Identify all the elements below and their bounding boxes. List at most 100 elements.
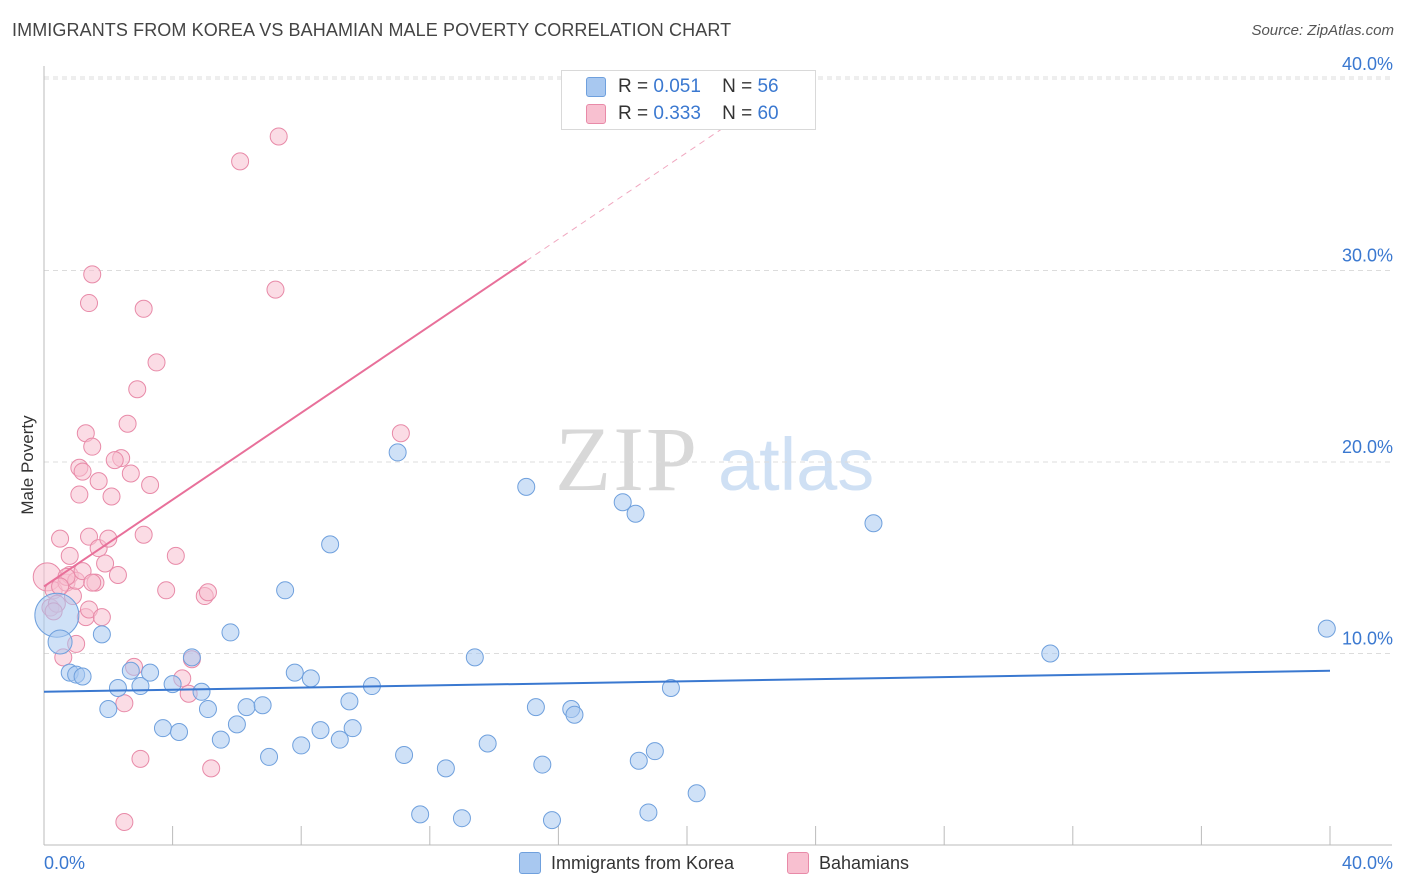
legend-n-value: 60 bbox=[757, 103, 779, 124]
point-korea bbox=[661, 678, 680, 697]
point-bahamians bbox=[157, 581, 176, 600]
point-korea bbox=[613, 493, 632, 512]
legend-label-bahamians: Bahamians bbox=[819, 852, 910, 873]
point-korea bbox=[465, 648, 484, 667]
y-axis-label: Male Poverty bbox=[18, 415, 37, 515]
point-bahamians bbox=[105, 451, 124, 470]
point-bahamians bbox=[269, 127, 288, 146]
point-bahamians bbox=[73, 462, 92, 481]
point-korea bbox=[182, 648, 201, 667]
point-korea bbox=[211, 730, 230, 749]
point-korea bbox=[478, 734, 497, 753]
point-bahamians bbox=[231, 152, 250, 171]
point-korea bbox=[221, 623, 240, 642]
point-bahamians bbox=[118, 414, 137, 433]
point-korea bbox=[301, 669, 320, 688]
point-korea bbox=[629, 751, 648, 770]
point-bahamians bbox=[70, 485, 89, 504]
y-tick-label: 30.0% bbox=[1342, 246, 1393, 266]
legend-r-value: 0.051 bbox=[653, 76, 701, 97]
point-korea bbox=[639, 803, 658, 822]
legend-item-bahamians: Bahamians bbox=[787, 852, 909, 874]
point-korea bbox=[395, 745, 414, 764]
point-bahamians bbox=[80, 527, 99, 546]
point-bahamians bbox=[115, 694, 134, 713]
legend-row-korea: R = 0.051 N = 56 bbox=[586, 74, 779, 100]
legend-label-korea: Immigrants from Korea bbox=[551, 852, 735, 873]
point-bahamians bbox=[131, 749, 150, 768]
point-bahamians bbox=[60, 546, 79, 565]
point-korea bbox=[340, 692, 359, 711]
point-korea bbox=[227, 715, 246, 734]
point-korea bbox=[321, 535, 340, 554]
point-korea bbox=[141, 663, 160, 682]
point-korea bbox=[1317, 619, 1336, 638]
legend-r-label: R = bbox=[618, 76, 649, 97]
chart-title: IMMIGRANTS FROM KOREA VS BAHAMIAN MALE P… bbox=[12, 20, 732, 40]
point-bahamians bbox=[102, 487, 121, 506]
trendline-bahamians bbox=[43, 260, 527, 588]
legend-stats: R = 0.051 N = 56 R = 0.333 N = 60 bbox=[561, 70, 816, 130]
point-korea bbox=[1041, 644, 1060, 663]
point-bahamians bbox=[73, 562, 92, 581]
point-korea bbox=[388, 443, 407, 462]
source-label: Source: ZipAtlas.com bbox=[1251, 22, 1394, 39]
point-korea bbox=[170, 723, 189, 742]
point-korea bbox=[311, 721, 330, 740]
legend-n-value: 56 bbox=[757, 76, 779, 97]
legend-r-label: R = bbox=[618, 103, 649, 124]
point-bahamians bbox=[51, 529, 70, 548]
point-korea bbox=[436, 759, 455, 778]
point-korea bbox=[260, 747, 279, 766]
point-korea bbox=[285, 663, 304, 682]
point-korea bbox=[92, 625, 111, 644]
point-bahamians bbox=[202, 759, 221, 778]
legend-series: Immigrants from Korea Bahamians bbox=[0, 852, 1406, 878]
point-bahamians bbox=[147, 353, 166, 372]
point-korea bbox=[687, 784, 706, 803]
point-bahamians bbox=[166, 546, 185, 565]
watermark-zip: ZIP bbox=[555, 408, 699, 510]
point-korea bbox=[343, 719, 362, 738]
point-bahamians bbox=[266, 280, 285, 299]
point-korea bbox=[153, 719, 172, 738]
point-bahamians bbox=[108, 565, 127, 584]
point-bahamians bbox=[92, 608, 111, 627]
watermark-atlas: atlas bbox=[718, 423, 874, 506]
trendline-korea bbox=[43, 669, 1331, 693]
point-korea bbox=[108, 678, 127, 697]
y-tick-label: 20.0% bbox=[1342, 437, 1393, 457]
point-bahamians bbox=[89, 472, 108, 491]
x-tick-label: 40.0% bbox=[1342, 853, 1393, 873]
point-korea bbox=[73, 667, 92, 686]
point-korea bbox=[121, 661, 140, 680]
point-bahamians bbox=[83, 265, 102, 284]
point-korea bbox=[237, 698, 256, 717]
point-bahamians bbox=[391, 424, 410, 443]
point-bahamians bbox=[134, 525, 153, 544]
legend-n-label: N = bbox=[722, 103, 753, 124]
legend-swatch-korea bbox=[586, 77, 606, 97]
point-korea bbox=[411, 805, 430, 824]
point-korea bbox=[533, 755, 552, 774]
point-bahamians bbox=[99, 529, 118, 548]
legend-r-value: 0.333 bbox=[653, 103, 701, 124]
point-korea bbox=[292, 736, 311, 755]
point-bahamians bbox=[198, 583, 217, 602]
y-tick-label: 10.0% bbox=[1342, 629, 1393, 649]
point-korea bbox=[99, 700, 118, 719]
point-bahamians bbox=[121, 464, 140, 483]
point-korea bbox=[542, 811, 561, 830]
point-korea bbox=[253, 696, 272, 715]
point-bahamians bbox=[83, 437, 102, 456]
x-tick-label: 0.0% bbox=[44, 853, 85, 873]
point-korea bbox=[526, 698, 545, 717]
legend-swatch-bahamians bbox=[586, 104, 606, 124]
point-korea bbox=[198, 700, 217, 719]
legend-item-korea: Immigrants from Korea bbox=[519, 852, 734, 874]
point-korea bbox=[452, 809, 471, 828]
point-korea bbox=[626, 504, 645, 523]
point-bahamians bbox=[80, 294, 99, 313]
point-bahamians bbox=[96, 554, 115, 573]
point-korea bbox=[330, 730, 349, 749]
